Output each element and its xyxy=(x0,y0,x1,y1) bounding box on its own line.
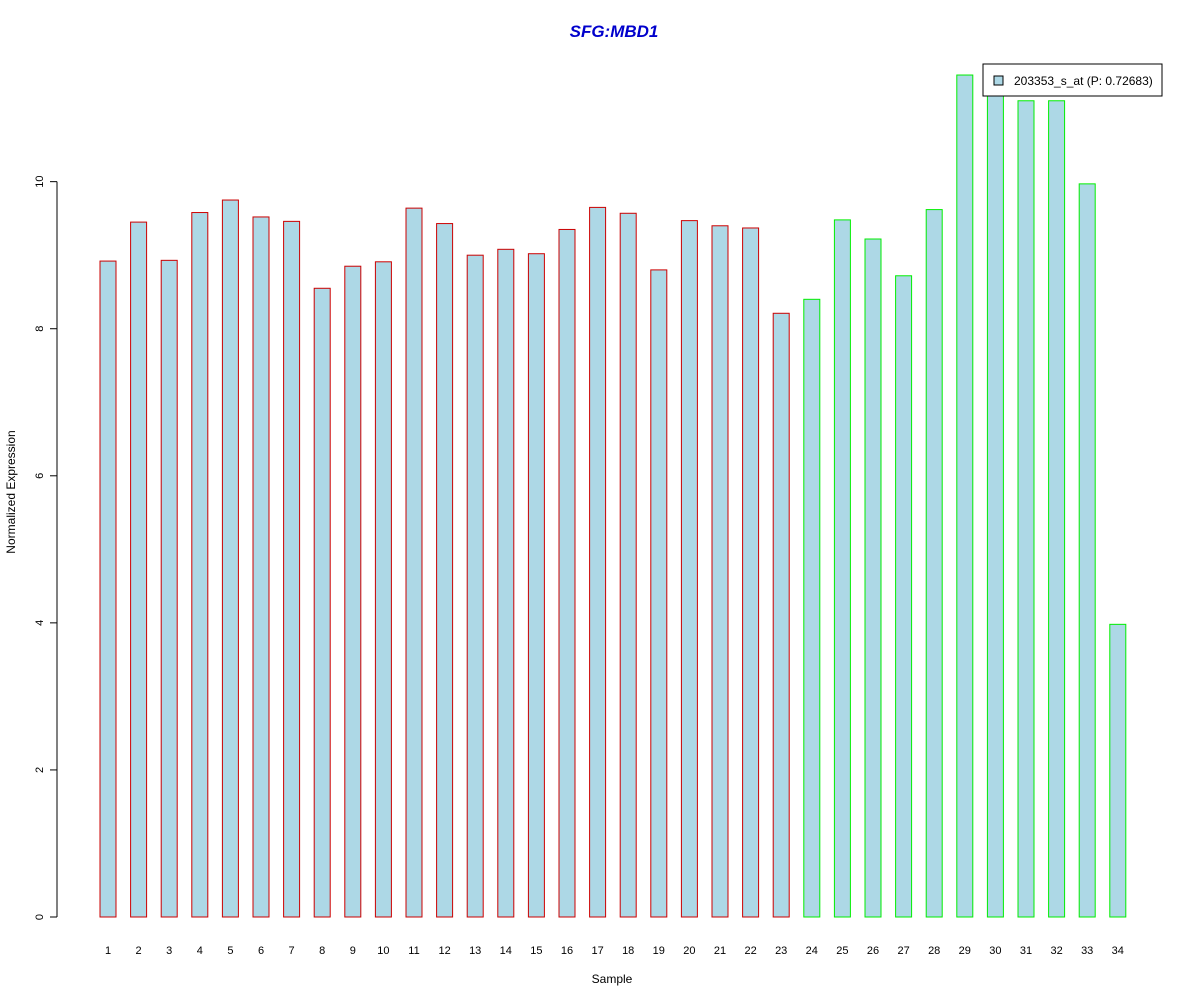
bar xyxy=(313,287,331,918)
y-axis-label: Normalized Expression xyxy=(4,430,18,553)
y-tick-label: 6 xyxy=(34,473,46,479)
x-tick-label: 18 xyxy=(622,945,634,957)
bar xyxy=(527,253,545,918)
bars-group xyxy=(99,65,1127,918)
x-tick-label: 5 xyxy=(227,945,233,957)
bar xyxy=(619,212,637,918)
x-tick-label: 13 xyxy=(469,945,481,957)
x-tick-label: 4 xyxy=(197,945,203,957)
x-tick-label: 11 xyxy=(408,945,419,957)
x-tick-label: 7 xyxy=(289,945,295,957)
x-tick-label: 12 xyxy=(438,945,450,957)
bar xyxy=(833,219,851,918)
bar xyxy=(1017,100,1035,918)
bar xyxy=(925,209,943,918)
x-tick-label: 28 xyxy=(928,945,940,957)
y-tick-label: 10 xyxy=(34,176,46,188)
x-tick-label: 16 xyxy=(561,945,573,957)
bar xyxy=(252,216,270,918)
y-tick-label: 8 xyxy=(34,326,46,332)
bar xyxy=(466,254,484,918)
bar xyxy=(130,221,148,918)
bar xyxy=(99,260,117,918)
bar xyxy=(160,259,178,918)
legend-label: 203353_s_at (P: 0.72683) xyxy=(1014,74,1153,88)
x-tick-label: 19 xyxy=(653,945,665,957)
bar xyxy=(344,265,362,918)
y-tick-label: 2 xyxy=(34,767,46,773)
chart-title: SFG:MBD1 xyxy=(570,22,659,41)
bar xyxy=(558,228,576,918)
bar xyxy=(956,74,974,918)
bar xyxy=(772,312,790,918)
x-tick-label: 15 xyxy=(530,945,542,957)
x-axis: 1 2 3 4 5 6 7 8 9 10 11 12 13 14 15 16 17 18 19 20 21 22 23 24 2… xyxy=(105,945,1124,957)
x-tick-label: 14 xyxy=(500,945,512,957)
bar xyxy=(1078,183,1096,918)
x-tick-label: 9 xyxy=(350,945,356,957)
bar xyxy=(436,223,454,918)
x-tick-label: 1 xyxy=(105,945,111,957)
x-tick-label: 17 xyxy=(591,945,603,957)
x-tick-label: 2 xyxy=(136,945,142,957)
bar xyxy=(221,199,239,918)
bar xyxy=(864,238,882,918)
x-tick-label: 27 xyxy=(897,945,909,957)
x-tick-label: 21 xyxy=(714,945,726,957)
x-tick-label: 32 xyxy=(1050,945,1062,957)
legend-swatch xyxy=(993,75,1004,86)
bar xyxy=(589,206,607,918)
legend-box xyxy=(982,63,1163,97)
x-tick-label: 22 xyxy=(744,945,756,957)
x-tick-label: 23 xyxy=(775,945,787,957)
legend: 203353_s_at (P: 0.72683) xyxy=(982,63,1163,97)
bar xyxy=(803,298,821,918)
bar xyxy=(680,220,698,918)
x-tick-label: 30 xyxy=(989,945,1001,957)
x-tick-label: 24 xyxy=(806,945,818,957)
bar xyxy=(895,275,913,918)
bar xyxy=(1048,100,1066,918)
x-tick-label: 33 xyxy=(1081,945,1093,957)
x-tick-label: 25 xyxy=(836,945,848,957)
bar xyxy=(497,248,515,918)
bar xyxy=(191,212,209,918)
bar xyxy=(374,261,392,918)
bar xyxy=(711,225,729,918)
bar xyxy=(1109,623,1127,918)
bar xyxy=(986,65,1004,918)
x-tick-label: 29 xyxy=(959,945,971,957)
bar xyxy=(742,227,760,918)
x-tick-label: 26 xyxy=(867,945,879,957)
x-tick-label: 20 xyxy=(683,945,695,957)
x-tick-label: 6 xyxy=(258,945,264,957)
y-tick-label: 4 xyxy=(34,620,46,626)
x-tick-label: 34 xyxy=(1112,945,1124,957)
x-tick-label: 31 xyxy=(1020,945,1032,957)
x-axis-label: Sample xyxy=(592,972,633,986)
x-tick-label: 8 xyxy=(319,945,325,957)
x-tick-label: 3 xyxy=(166,945,172,957)
y-tick-label: 0 xyxy=(34,914,46,920)
y-axis: 0 2 4 6 8 10 xyxy=(34,176,58,920)
bar xyxy=(650,269,668,918)
x-tick-label: 10 xyxy=(377,945,389,957)
bar xyxy=(405,207,423,918)
bar xyxy=(283,220,301,918)
